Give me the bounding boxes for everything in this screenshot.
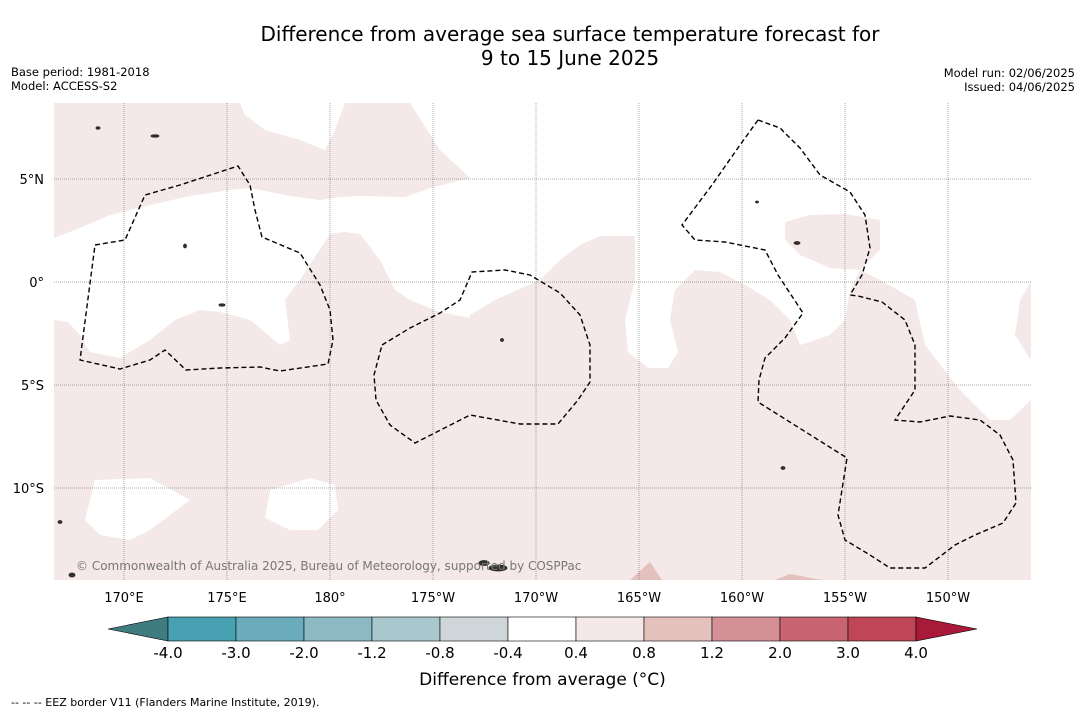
colorbar-title: Difference from average (°C) <box>419 670 666 690</box>
copyright-text: © Commonwealth of Australia 2025, Bureau… <box>76 559 581 573</box>
colorbar-segment <box>303 616 373 642</box>
issued-text: Issued: 04/06/2025 <box>964 80 1075 94</box>
neutral-region-southwest <box>85 478 338 540</box>
latitude-label: 5°N <box>20 173 45 188</box>
colorbar-segment <box>643 616 713 642</box>
latitude-label: 10°S <box>13 482 44 497</box>
longitude-label: 150°W <box>926 591 970 606</box>
longitude-label: 180° <box>314 591 345 606</box>
left-metadata: Base period: 1981-2018 Model: ACCESS-S2 <box>11 65 150 93</box>
colorbar <box>107 616 978 642</box>
base-period-text: Base period: 1981-2018 <box>11 65 150 79</box>
map-title: Difference from average sea surface temp… <box>0 22 1085 70</box>
colorbar-tick-label: -3.0 <box>221 644 251 662</box>
colorbar-segment <box>235 616 305 642</box>
eez-border-line-islands-west <box>681 119 1017 569</box>
colorbar-segment <box>371 616 441 642</box>
eez-border-kiribati-gilbert <box>79 165 334 372</box>
map-area: © Commonwealth of Australia 2025, Bureau… <box>54 103 1031 580</box>
title-line-1: Difference from average sea surface temp… <box>260 22 880 46</box>
colorbar-tick-label: 2.0 <box>768 644 792 662</box>
colorbar-segment <box>575 616 645 642</box>
longitude-labels: 170°E 175°E 180° 175°W 170°W 165°W 160°W 155°W 1… <box>104 591 970 606</box>
islands <box>57 126 801 578</box>
colorbar-segment <box>439 616 509 642</box>
latitude-label: 0° <box>29 276 44 291</box>
neutral-region-top <box>345 103 1031 420</box>
longitude-label: 155°W <box>823 591 867 606</box>
latitude-label: 5°S <box>21 379 44 394</box>
colorbar-tick-label: -4.0 <box>153 644 183 662</box>
colorbar-segment <box>711 616 781 642</box>
colorbar-segment <box>847 616 917 642</box>
colorbar-segment <box>779 616 849 642</box>
colorbar-tick-label: 0.4 <box>564 644 588 662</box>
title-line-2: 9 to 15 June 2025 <box>480 46 660 70</box>
colorbar-tick-label: 3.0 <box>836 644 860 662</box>
colorbar-tick-label: 0.8 <box>632 644 656 662</box>
warmer-patch-south <box>630 562 822 580</box>
graticule <box>54 103 1031 580</box>
colorbar-extend-high <box>915 616 978 642</box>
latitude-labels: 5°N 0° 5°S 10°S <box>13 173 44 497</box>
colorbar-segment <box>167 616 237 642</box>
longitude-label: 175°W <box>411 591 455 606</box>
colorbar-tick-label: 4.0 <box>904 644 928 662</box>
colorbar-tick-label: -0.8 <box>425 644 455 662</box>
model-run-text: Model run: 02/06/2025 <box>943 66 1075 80</box>
neutral-region-west <box>54 103 490 358</box>
eez-legend-text: -- -- -- EEZ border V11 (Flanders Marine… <box>11 696 320 709</box>
model-text: Model: ACCESS-S2 <box>11 79 118 93</box>
longitude-label: 175°E <box>207 591 247 606</box>
colorbar-tick-label: -1.2 <box>357 644 387 662</box>
colorbar-extend-low <box>107 616 169 642</box>
colorbar-segment <box>507 616 577 642</box>
colorbar-tick-label: -2.0 <box>289 644 319 662</box>
warm-patch-east <box>785 214 880 270</box>
right-metadata: Model run: 02/06/2025 Issued: 04/06/2025 <box>944 66 1075 94</box>
longitude-label: 160°W <box>720 591 764 606</box>
colorbar-tick-label: 1.2 <box>700 644 724 662</box>
eez-borders <box>79 119 1017 569</box>
longitude-label: 170°E <box>104 591 144 606</box>
colorbar-tick-label: -0.4 <box>493 644 523 662</box>
longitude-label: 170°W <box>514 591 558 606</box>
eez-border-line-islands <box>757 119 871 296</box>
longitude-label: 165°W <box>617 591 661 606</box>
